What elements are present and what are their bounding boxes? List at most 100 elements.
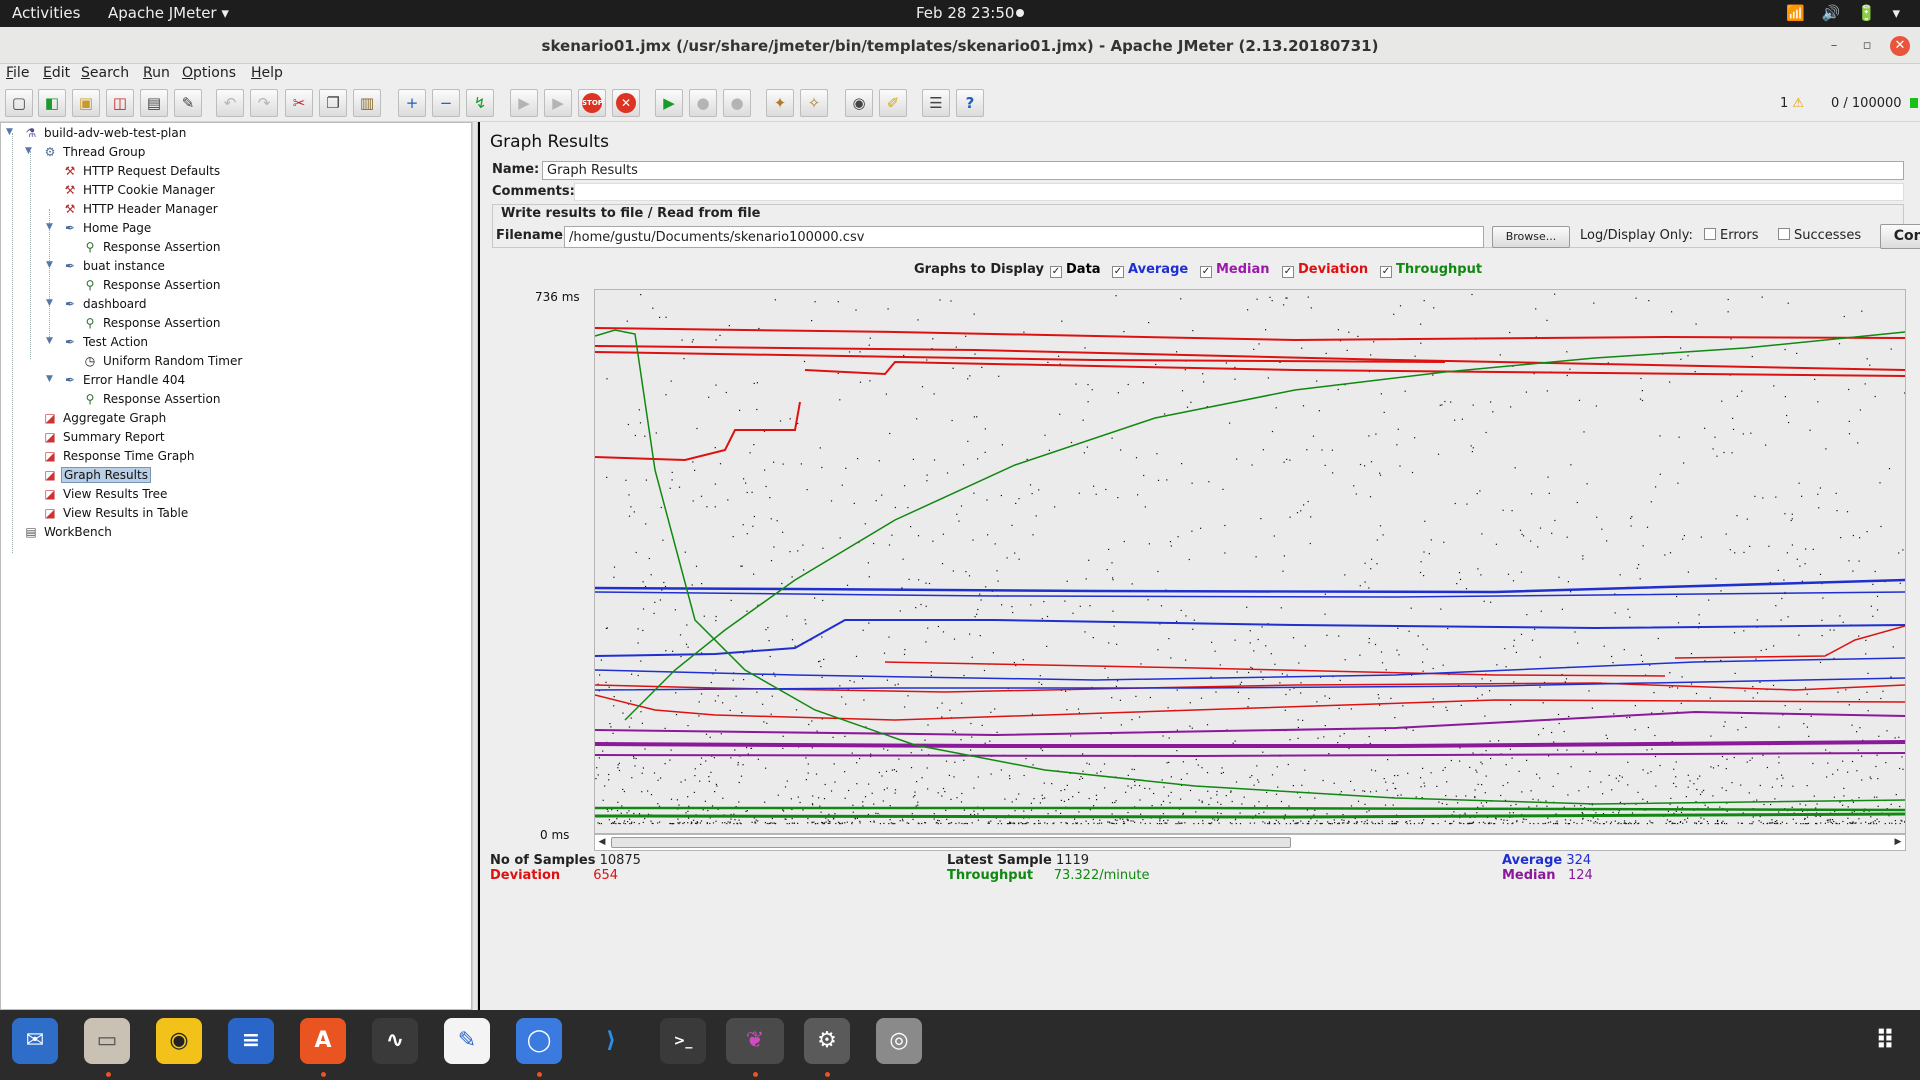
maximize-button[interactable]: ▫	[1862, 38, 1872, 53]
scroll-right-icon[interactable]: ▶	[1894, 837, 1902, 847]
stop-icon[interactable]: STOP	[578, 89, 606, 117]
scroll-left-icon[interactable]: ◀	[598, 837, 606, 847]
median-line	[594, 740, 1906, 748]
start-icon[interactable]: ▶	[510, 89, 538, 117]
deviation-checkbox[interactable]: ✓ Deviation	[1282, 262, 1368, 278]
tree-node-http-cookie-manager[interactable]: ⚒ HTTP Cookie Manager	[62, 182, 217, 200]
tree-node-summary-report[interactable]: ◪ Summary Report	[42, 429, 167, 447]
rhythmbox-icon[interactable]: ◉	[156, 1018, 202, 1064]
copy-icon[interactable]: ❐	[319, 89, 347, 117]
tree-node-label: Response Assertion	[103, 316, 221, 330]
warning-count[interactable]: 1 ⚠	[1780, 96, 1804, 111]
chromium-icon[interactable]: ◯	[516, 1018, 562, 1064]
tree-node-thread-group[interactable]: ⚙ Thread Group	[42, 144, 147, 162]
help-icon[interactable]: ?	[956, 89, 984, 117]
paste-icon[interactable]: ▥	[353, 89, 381, 117]
tree-node-http-header-manager[interactable]: ⚒ HTTP Header Manager	[62, 201, 220, 219]
median-checkbox[interactable]: ✓ Median	[1200, 262, 1270, 278]
software-icon[interactable]: A	[300, 1018, 346, 1064]
save-icon[interactable]: ▤	[140, 89, 168, 117]
graph-horizontal-scrollbar[interactable]: ◀ ▶	[594, 834, 1906, 851]
system-tray[interactable]: 📶 🔊 🔋 ▾	[1786, 4, 1906, 22]
tree-node-view-results-tree[interactable]: ◪ View Results Tree	[42, 486, 169, 504]
jmeter-icon[interactable]: ❦	[726, 1018, 784, 1064]
activities-button[interactable]: Activities	[12, 4, 81, 22]
configure-button[interactable]: Configure	[1880, 224, 1920, 249]
tree-node-workbench[interactable]: ▤ WorkBench	[23, 524, 114, 542]
pane-splitter[interactable]	[472, 122, 478, 1010]
tree-node-http-request-defaults[interactable]: ⚒ HTTP Request Defaults	[62, 163, 222, 181]
app-grid-icon[interactable]: ⠿	[1874, 1026, 1896, 1056]
tree-node-graph-results[interactable]: ◪ Graph Results	[42, 467, 151, 485]
writer-icon[interactable]: ≡	[228, 1018, 274, 1064]
tree-node-response-assertion[interactable]: ⚲ Response Assertion	[82, 391, 222, 409]
tree-node-response-assertion[interactable]: ⚲ Response Assertion	[82, 315, 222, 333]
tree-node-uniform-random-timer[interactable]: ◷ Uniform Random Timer	[82, 353, 244, 371]
remote-stop-icon[interactable]: ●	[689, 89, 717, 117]
function-helper-icon[interactable]: ☰	[922, 89, 950, 117]
new-icon[interactable]: ▢	[5, 89, 33, 117]
app-menu-button[interactable]: Apache JMeter ▾	[108, 4, 229, 22]
average-checkbox[interactable]: ✓ Average	[1112, 262, 1188, 278]
menu-options[interactable]: Options	[182, 65, 237, 81]
vscode-icon[interactable]: ⟩	[588, 1018, 634, 1064]
successes-checkbox[interactable]: Successes	[1778, 228, 1861, 243]
expand-icon[interactable]: +	[398, 89, 426, 117]
menu-run[interactable]: Run	[143, 65, 170, 81]
toggle-icon[interactable]: ↯	[466, 89, 494, 117]
tree-node-test-action[interactable]: ✒ Test Action	[62, 334, 150, 352]
data-checkbox[interactable]: ✓ Data	[1050, 262, 1101, 278]
tree-node-view-results-in-table[interactable]: ◪ View Results in Table	[42, 505, 190, 523]
save-as-icon[interactable]: ✎	[174, 89, 202, 117]
files-icon[interactable]: ▭	[84, 1018, 130, 1064]
minimize-button[interactable]: –	[1830, 38, 1838, 53]
redo-icon[interactable]: ↷	[250, 89, 278, 117]
browse-button[interactable]: Browse...	[1492, 226, 1570, 248]
start-no-pause-icon[interactable]: ▶	[544, 89, 572, 117]
menu-file[interactable]: File	[6, 65, 30, 81]
shutdown-icon[interactable]: ✕	[612, 89, 640, 117]
menu-search[interactable]: Search	[81, 65, 130, 81]
tree-node-response-assertion[interactable]: ⚲ Response Assertion	[82, 277, 222, 295]
filename-input[interactable]: /home/gustu/Documents/skenario100000.csv	[564, 226, 1484, 248]
clear-all-icon[interactable]: ✧	[800, 89, 828, 117]
scrollbar-thumb[interactable]	[611, 837, 1291, 848]
tree-node-response-assertion[interactable]: ⚲ Response Assertion	[82, 239, 222, 257]
reset-search-icon[interactable]: ✐	[879, 89, 907, 117]
remote-shutdown-icon[interactable]: ●	[723, 89, 751, 117]
deviation-line	[594, 682, 1906, 693]
thunderbird-icon[interactable]: ✉	[12, 1018, 58, 1064]
open-icon[interactable]: ▣	[72, 89, 100, 117]
text-editor-icon[interactable]: ✎	[444, 1018, 490, 1064]
system-monitor-icon[interactable]: ∿	[372, 1018, 418, 1064]
name-field[interactable]: Graph Results	[542, 161, 1904, 180]
clear-icon[interactable]: ✦	[766, 89, 794, 117]
errors-checkbox[interactable]: Errors	[1704, 228, 1758, 243]
cut-icon[interactable]: ✂	[285, 89, 313, 117]
close-icon[interactable]: ◫	[106, 89, 134, 117]
comments-field[interactable]	[574, 183, 1904, 201]
templates-icon[interactable]: ◧	[38, 89, 66, 117]
tree-node-aggregate-graph[interactable]: ◪ Aggregate Graph	[42, 410, 168, 428]
menu-edit[interactable]: Edit	[43, 65, 71, 81]
tree-node-response-time-graph[interactable]: ◪ Response Time Graph	[42, 448, 196, 466]
tree-node-error-handle-404[interactable]: ✒ Error Handle 404	[62, 372, 187, 390]
deviation-label: Deviation	[1298, 262, 1369, 277]
samples-label: No of Samples	[490, 853, 596, 868]
undo-icon[interactable]: ↶	[216, 89, 244, 117]
tree-node-test-plan[interactable]: ⚗ build-adv-web-test-plan	[23, 125, 188, 143]
tree-node-buat-instance[interactable]: ✒ buat instance	[62, 258, 167, 276]
throughput-checkbox[interactable]: ✓ Throughput	[1380, 262, 1482, 278]
menu-help[interactable]: Help	[251, 65, 283, 81]
search-icon[interactable]: ◉	[845, 89, 873, 117]
tree-node-dashboard[interactable]: ✒ dashboard	[62, 296, 148, 314]
terminal-icon[interactable]: >_	[660, 1018, 706, 1064]
collapse-icon[interactable]: −	[432, 89, 460, 117]
assertion-icon: ⚲	[85, 316, 95, 330]
close-window-button[interactable]: ✕	[1890, 36, 1910, 56]
tree-node-home-page[interactable]: ✒ Home Page	[62, 220, 153, 238]
clock[interactable]: Feb 28 23:50	[916, 4, 1015, 22]
disk-icon[interactable]: ◎	[876, 1018, 922, 1064]
remote-start-icon[interactable]: ▶	[655, 89, 683, 117]
settings-icon[interactable]: ⚙	[804, 1018, 850, 1064]
